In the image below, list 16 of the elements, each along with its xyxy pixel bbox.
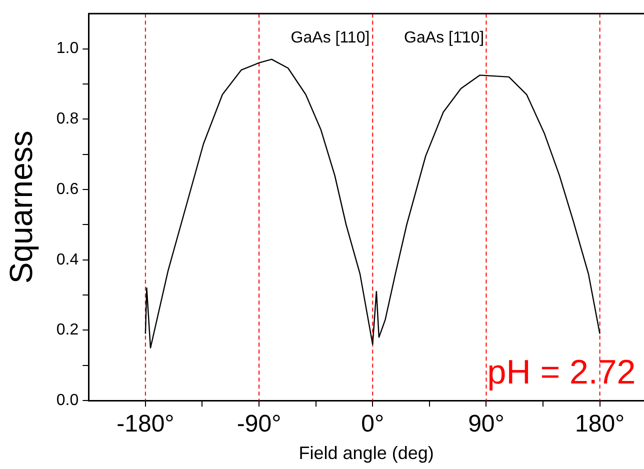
y-tick-label: 0.2 bbox=[56, 322, 79, 339]
x-tick-label: 90° bbox=[468, 410, 504, 438]
x-tick-label: -90° bbox=[236, 410, 282, 438]
x-tick-label: -180° bbox=[116, 410, 174, 438]
y-tick-label: 0.6 bbox=[56, 180, 79, 198]
x-tick-label: 0° bbox=[361, 410, 384, 438]
y-tick-label: 0.4 bbox=[56, 251, 79, 268]
y-tick-label: 0.0 bbox=[56, 392, 79, 410]
y-tick-label: 1.0 bbox=[56, 40, 79, 58]
annotation: GaAs [110] bbox=[290, 30, 370, 47]
annotation: GaAs [1̄10] bbox=[404, 30, 484, 47]
y-axis-title: Squarness bbox=[3, 130, 40, 284]
x-axis-title: Field angle (deg) bbox=[298, 443, 434, 464]
x-tick-label: 180° bbox=[575, 410, 625, 438]
annotation: pH = 2.72 bbox=[487, 354, 636, 392]
y-tick-label: 0.8 bbox=[56, 110, 79, 128]
